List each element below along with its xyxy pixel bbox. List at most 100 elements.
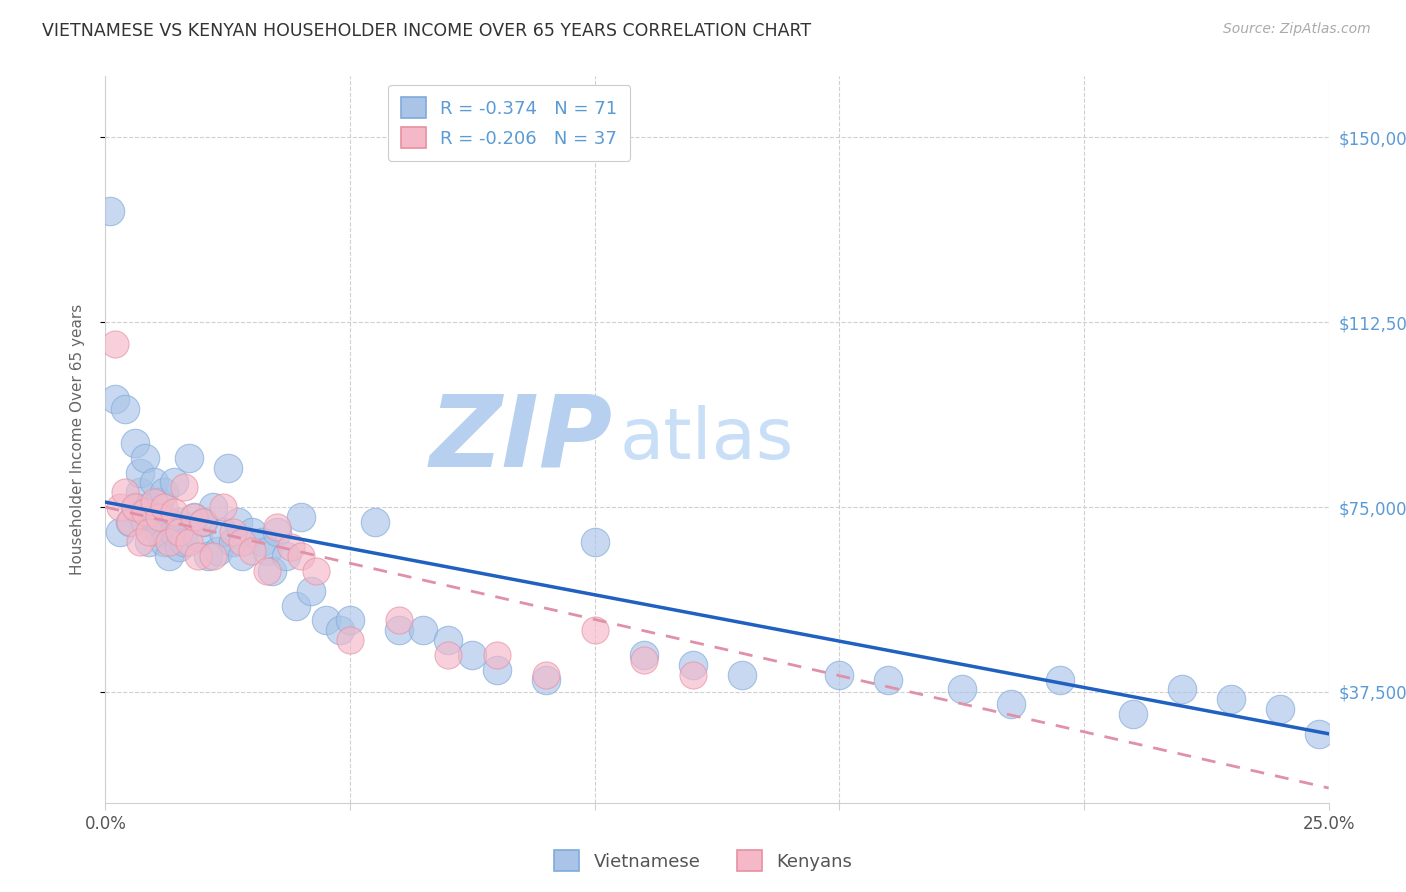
Point	[329, 624, 352, 638]
Point	[285, 599, 308, 613]
Point	[128, 534, 150, 549]
Point	[207, 544, 229, 558]
Point	[143, 510, 166, 524]
Point	[633, 648, 655, 662]
Point	[363, 515, 385, 529]
Point	[485, 648, 508, 662]
Point	[1000, 697, 1022, 711]
Point	[1308, 727, 1330, 741]
Y-axis label: Householder Income Over 65 years: Householder Income Over 65 years	[70, 303, 84, 575]
Legend: Vietnamese, Kenyans: Vietnamese, Kenyans	[547, 843, 859, 879]
Point	[633, 653, 655, 667]
Point	[339, 614, 361, 628]
Point	[266, 520, 288, 534]
Point	[98, 204, 121, 219]
Point	[280, 540, 302, 554]
Point	[167, 524, 190, 539]
Point	[124, 500, 146, 514]
Point	[388, 614, 411, 628]
Point	[114, 485, 136, 500]
Point	[217, 460, 239, 475]
Point	[461, 648, 484, 662]
Point	[877, 673, 900, 687]
Point	[1171, 682, 1194, 697]
Point	[163, 524, 186, 539]
Point	[143, 475, 166, 490]
Point	[1122, 707, 1144, 722]
Point	[163, 475, 186, 490]
Point	[167, 515, 190, 529]
Point	[1049, 673, 1071, 687]
Point	[534, 667, 557, 681]
Point	[124, 436, 146, 450]
Point	[260, 564, 283, 578]
Point	[682, 667, 704, 681]
Point	[221, 524, 243, 539]
Point	[177, 450, 200, 465]
Point	[437, 648, 460, 662]
Point	[950, 682, 973, 697]
Point	[1219, 692, 1241, 706]
Point	[157, 549, 180, 564]
Point	[148, 495, 170, 509]
Point	[256, 544, 278, 558]
Point	[163, 505, 186, 519]
Point	[157, 534, 180, 549]
Point	[202, 500, 225, 514]
Point	[187, 530, 209, 544]
Point	[153, 500, 176, 514]
Point	[1268, 702, 1291, 716]
Point	[134, 505, 156, 519]
Point	[148, 510, 170, 524]
Point	[231, 534, 253, 549]
Point	[143, 495, 166, 509]
Point	[138, 500, 160, 514]
Point	[173, 480, 195, 494]
Point	[250, 534, 273, 549]
Point	[682, 657, 704, 672]
Point	[104, 337, 127, 351]
Text: VIETNAMESE VS KENYAN HOUSEHOLDER INCOME OVER 65 YEARS CORRELATION CHART: VIETNAMESE VS KENYAN HOUSEHOLDER INCOME …	[42, 22, 811, 40]
Point	[583, 534, 606, 549]
Point	[173, 534, 195, 549]
Point	[339, 633, 361, 648]
Point	[485, 663, 508, 677]
Point	[315, 614, 337, 628]
Text: Source: ZipAtlas.com: Source: ZipAtlas.com	[1223, 22, 1371, 37]
Point	[118, 515, 141, 529]
Point	[276, 549, 298, 564]
Point	[193, 515, 215, 529]
Text: atlas: atlas	[619, 405, 793, 474]
Point	[202, 549, 225, 564]
Point	[167, 540, 190, 554]
Point	[212, 524, 235, 539]
Point	[437, 633, 460, 648]
Point	[266, 524, 288, 539]
Point	[183, 510, 205, 524]
Point	[128, 466, 150, 480]
Point	[226, 515, 249, 529]
Point	[108, 524, 131, 539]
Point	[124, 500, 146, 514]
Point	[148, 524, 170, 539]
Point	[138, 524, 160, 539]
Point	[193, 515, 215, 529]
Point	[256, 564, 278, 578]
Text: ZIP: ZIP	[430, 391, 613, 488]
Point	[134, 515, 156, 529]
Point	[128, 485, 150, 500]
Point	[221, 534, 243, 549]
Point	[305, 564, 328, 578]
Point	[108, 500, 131, 514]
Point	[177, 534, 200, 549]
Point	[290, 549, 312, 564]
Point	[534, 673, 557, 687]
Point	[231, 549, 253, 564]
Point	[134, 450, 156, 465]
Point	[138, 534, 160, 549]
Point	[730, 667, 752, 681]
Point	[828, 667, 851, 681]
Point	[212, 500, 235, 514]
Point	[290, 510, 312, 524]
Point	[412, 624, 434, 638]
